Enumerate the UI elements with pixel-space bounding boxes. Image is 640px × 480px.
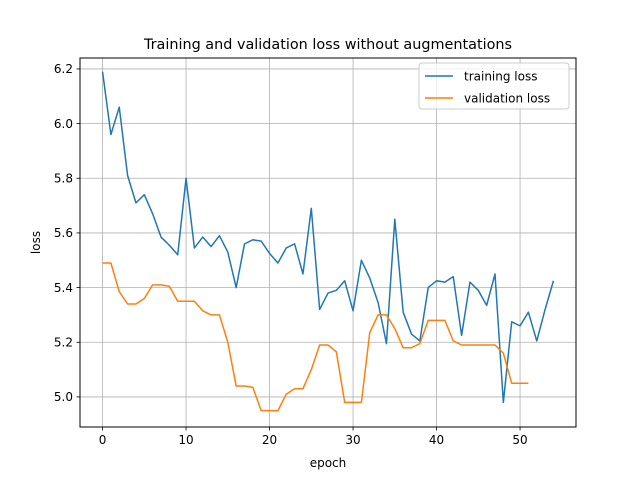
y-tick-label: 5.0: [54, 390, 73, 404]
y-tick-label: 5.4: [54, 281, 73, 295]
x-tick-label: 50: [512, 433, 527, 447]
ticks: 0 10 20 30 40 50 5.0 5.2 5.4 5.6 5.8 6.0 6.2: [54, 62, 528, 447]
legend-label-training: training loss: [464, 69, 537, 83]
legend-label-validation: validation loss: [464, 91, 550, 105]
y-axis-label: loss: [29, 231, 43, 254]
y-tick-label: 5.2: [54, 336, 73, 350]
legend: training loss validation loss: [418, 62, 570, 110]
axes-frame: [79, 57, 577, 428]
x-tick-label: 30: [345, 433, 360, 447]
x-tick-label: 20: [262, 433, 277, 447]
x-tick-label: 10: [178, 433, 193, 447]
y-tick-label: 5.6: [54, 226, 73, 240]
x-tick-label: 0: [99, 433, 107, 447]
y-tick-label: 6.2: [54, 62, 73, 76]
grid: [80, 58, 576, 427]
series-line-training-loss: [101, 71, 555, 404]
chart-title: Training and validation loss without aug…: [143, 37, 512, 53]
x-tick-label: 40: [429, 433, 444, 447]
y-tick-label: 5.8: [54, 172, 73, 186]
series-line-validation-loss: [102, 262, 529, 412]
series-lines: [101, 71, 555, 412]
y-tick-label: 6.0: [54, 117, 73, 131]
legend-box: [418, 62, 570, 110]
x-axis-label: epoch: [310, 456, 347, 470]
